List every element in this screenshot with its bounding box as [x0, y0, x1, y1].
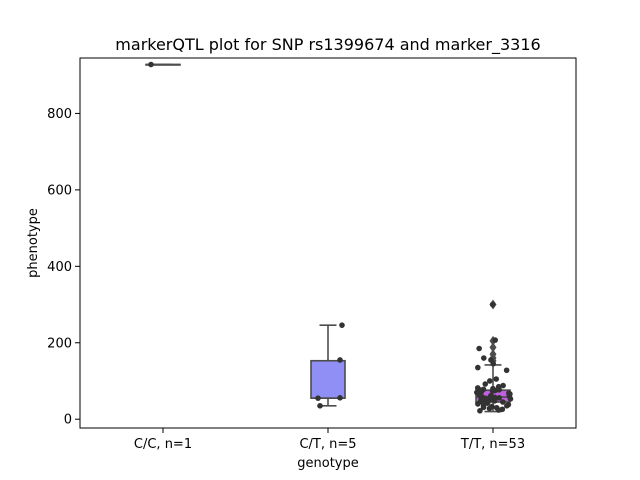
y-tick-label: 0	[64, 413, 72, 428]
data-point	[486, 378, 493, 384]
data-point	[475, 401, 481, 407]
data-point	[339, 322, 345, 328]
data-point	[480, 355, 487, 361]
data-point	[148, 61, 154, 68]
data-point	[480, 404, 487, 411]
data-point	[489, 301, 496, 308]
data-point	[476, 345, 482, 352]
x-tick-label: C/T, n=5	[299, 437, 356, 452]
y-tick-label: 200	[47, 336, 72, 351]
data-point	[507, 396, 514, 402]
data-point	[495, 407, 502, 413]
iqr-box	[310, 359, 346, 399]
x-axis-label: genotype	[297, 456, 358, 471]
data-point	[500, 382, 506, 389]
data-point	[493, 376, 500, 382]
x-tick-label: C/C, n=1	[134, 437, 192, 452]
x-tick-label: T/T, n=53	[460, 437, 525, 452]
data-point	[315, 395, 321, 401]
data-point	[486, 405, 493, 412]
data-point	[504, 403, 510, 409]
chart-title: markerQTL plot for SNP rs1399674 and mar…	[115, 35, 540, 55]
y-tick-label: 600	[47, 183, 72, 198]
data-point	[496, 395, 502, 401]
data-point	[491, 398, 498, 404]
data-point	[337, 395, 343, 401]
data-point	[500, 399, 506, 405]
y-axis-label: phenotype	[26, 208, 41, 278]
outlier-marker	[489, 342, 497, 353]
data-point	[317, 403, 323, 409]
data-point	[503, 367, 510, 374]
data-point	[482, 381, 489, 387]
data-point	[492, 337, 498, 343]
data-point	[337, 357, 343, 363]
data-point	[477, 407, 483, 414]
outlier-marker	[489, 349, 497, 360]
y-tick-label: 800	[47, 107, 72, 122]
data-point	[490, 360, 497, 367]
y-tick-label: 400	[47, 260, 72, 275]
data-point	[475, 364, 481, 371]
data-point	[489, 388, 496, 394]
